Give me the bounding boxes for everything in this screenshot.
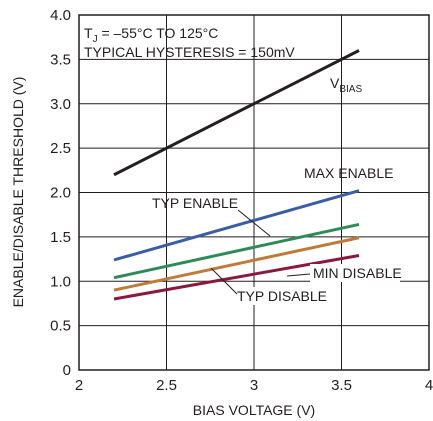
series-line-typ-enable (113, 222, 360, 280)
y-tick-label: 4.0 (50, 7, 71, 24)
tick-labels: 2 2.5 3 3.5 4 0 0.5 1.0 1.5 2.0 2.5 3.0 3.5 4.0 (50, 7, 433, 394)
series-label-typ-disable: TYP DISABLE (237, 288, 327, 304)
y-tick-label: 1.5 (50, 229, 71, 246)
leader-typ-disable (210, 267, 238, 295)
leader-typ-enable (237, 209, 271, 237)
y-tick-label: 1.0 (50, 273, 71, 290)
conditions-line-1: TJ = –55°C TO 125°C (84, 25, 218, 45)
label-backdrop-min-disable (310, 264, 400, 282)
series-line-vbias (113, 49, 360, 177)
label-backdrop-typ-disable (234, 287, 340, 305)
plot-frame (78, 14, 430, 371)
y-tick-label: 0 (63, 362, 71, 379)
series-label-max-enable: MAX ENABLE (304, 165, 393, 181)
series-line-max-enable (113, 189, 360, 262)
x-axis-label: BIAS VOLTAGE (V) (193, 402, 315, 418)
grid (79, 15, 429, 370)
series-line-min-disable (113, 254, 360, 301)
series-line-typ-disable (113, 236, 360, 292)
x-tick-label: 2 (75, 377, 83, 394)
y-axis-label: ENABLE/DISABLE THRESHOLD (V) (10, 77, 26, 308)
leader-min-disable (286, 273, 311, 277)
y-tick-label: 0.5 (50, 318, 71, 335)
x-tick-label: 2.5 (156, 377, 177, 394)
series-label-typ-enable: TYP ENABLE (152, 195, 238, 211)
series-lines (113, 49, 360, 301)
x-tick-label: 3.5 (331, 377, 352, 394)
y-tick-label: 2.0 (50, 185, 71, 202)
conditions-line-2: TYPICAL HYSTERESIS = 150mV (84, 44, 295, 60)
y-tick-label: 3.0 (50, 96, 71, 113)
y-tick-label: 2.5 (50, 140, 71, 157)
series-label-vbias: VBIAS (330, 75, 362, 95)
y-tick-label: 3.5 (50, 51, 71, 68)
x-tick-label: 3 (250, 377, 258, 394)
series-label-min-disable: MIN DISABLE (313, 265, 402, 281)
x-tick-label: 4 (425, 377, 433, 394)
